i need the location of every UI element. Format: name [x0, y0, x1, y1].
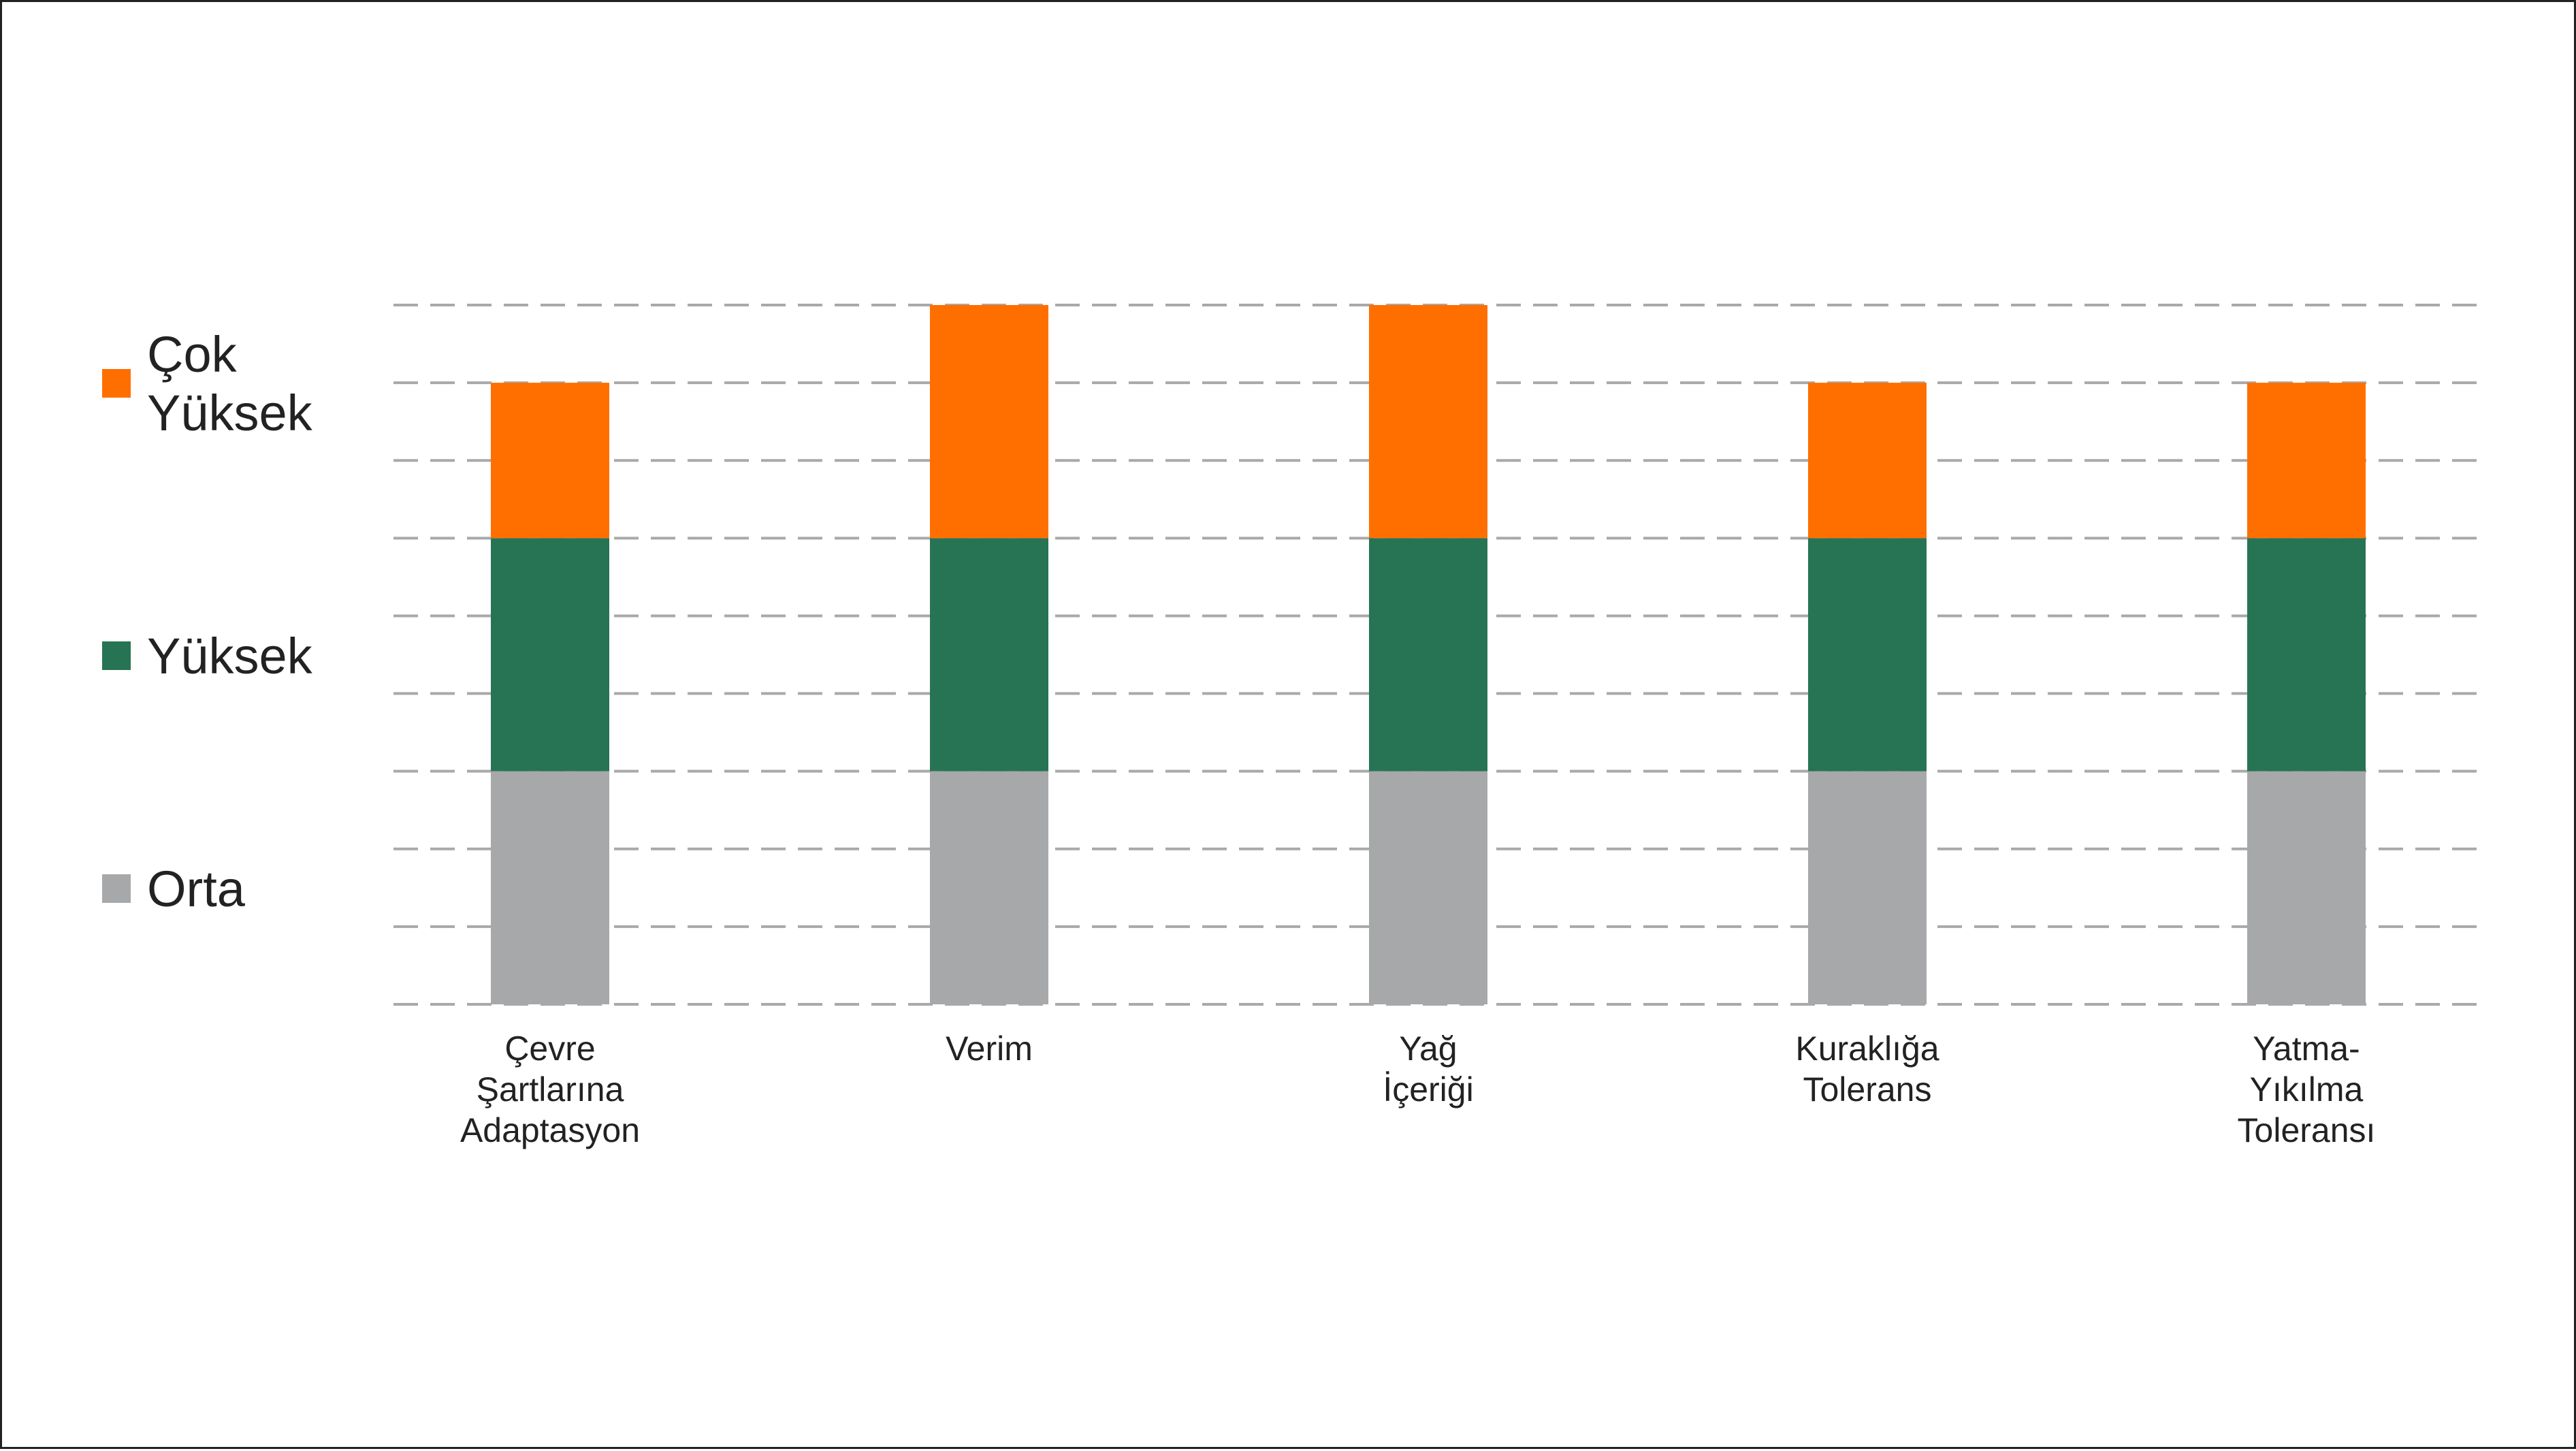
bar-segment	[491, 383, 609, 539]
legend-label: Orta	[147, 861, 246, 917]
x-tick-label-line: Tolerans	[1803, 1070, 1932, 1109]
x-tick-label: Yatma-Yıkılma Toleransı	[2238, 1030, 2376, 1149]
legend-swatch	[102, 874, 131, 903]
bar-stack	[1808, 383, 1927, 1004]
legend-label: Çok Yüksek	[147, 326, 313, 441]
x-tick-labels: Çevre Şartlarına Adaptasyon Verim Yağ İçeriği…	[460, 1030, 2375, 1149]
bar-stack	[491, 383, 609, 1004]
bar-segment	[2247, 538, 2366, 771]
legend-label: Yüksek	[147, 628, 313, 684]
bar-segment	[930, 771, 1048, 1004]
legend-label-line: Orta	[147, 861, 246, 917]
legend-item: Yüksek	[102, 628, 313, 684]
bar-segment	[2247, 771, 2366, 1004]
x-tick-label: Çevre Şartlarına Adaptasyon	[460, 1030, 640, 1149]
bar-stack	[1369, 305, 1487, 1004]
bar-segment	[491, 538, 609, 771]
x-tick-label: Verim	[946, 1030, 1033, 1068]
bar-segment	[930, 305, 1048, 539]
bar-stack	[2247, 383, 2366, 1004]
legend-label-line: Yüksek	[147, 385, 313, 441]
x-tick-label-line: Toleransı	[2238, 1111, 2376, 1149]
x-tick-label-line: Çevre	[504, 1030, 595, 1068]
x-tick-label: Kuraklığa Tolerans	[1795, 1030, 1939, 1109]
bar-segment	[491, 771, 609, 1004]
x-tick-label-line: Şartlarına	[477, 1070, 624, 1109]
legend-item: Orta	[102, 861, 246, 917]
legend-label-line: Yüksek	[147, 628, 313, 684]
legend-label-line: Çok	[147, 326, 238, 383]
x-tick-label-line: Yatma-	[2253, 1030, 2360, 1068]
x-tick-label-line: İçeriği	[1383, 1070, 1473, 1109]
bar-stack	[930, 305, 1048, 1004]
x-tick-label-line: Yıkılma	[2250, 1070, 2364, 1109]
x-tick-label-line: Adaptasyon	[460, 1111, 640, 1149]
bar-stacks	[491, 305, 2366, 1004]
bar-segment	[1808, 538, 1927, 771]
bar-segment	[1369, 305, 1487, 539]
bar-segment	[1808, 383, 1927, 539]
legend-swatch	[102, 641, 131, 670]
legend-item: Çok Yüksek	[102, 326, 313, 441]
x-tick-label: Yağ İçeriği	[1383, 1030, 1473, 1109]
bar-segment	[1369, 771, 1487, 1004]
bar-segment	[930, 538, 1048, 771]
legend-swatch	[102, 369, 131, 398]
x-tick-label-line: Kuraklığa	[1795, 1030, 1939, 1068]
x-tick-label-line: Yağ	[1399, 1030, 1457, 1068]
bar-segment	[1369, 538, 1487, 771]
bar-segment	[1808, 771, 1927, 1004]
bar-segment	[2247, 383, 2366, 539]
x-tick-label-line: Verim	[946, 1030, 1033, 1068]
